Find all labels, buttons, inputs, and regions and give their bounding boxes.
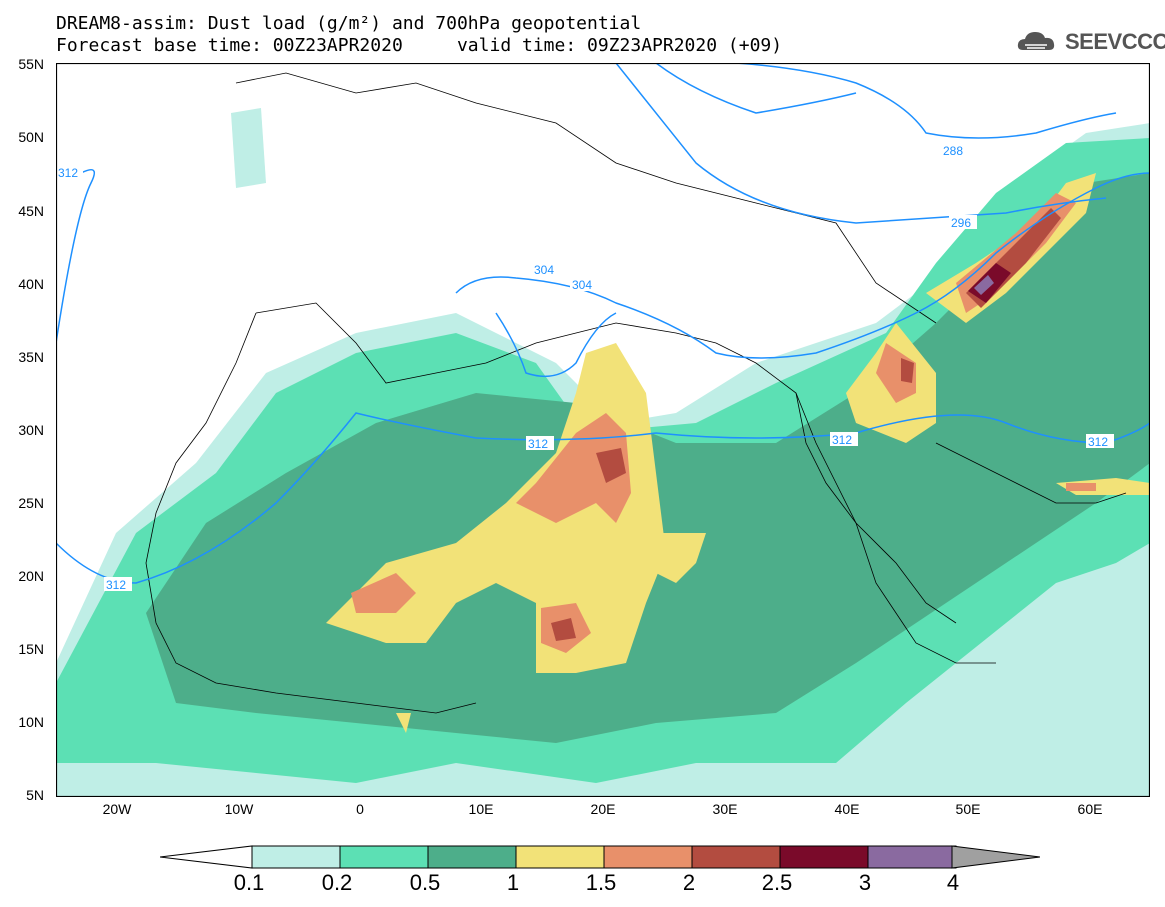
legend-tick: 0.5 [409,870,441,895]
legend-color-cell [779,845,869,869]
legend-tick: 1 [506,870,520,895]
contour-label: 288 [943,144,963,158]
legend-tick: 1.5 [585,870,617,895]
lon-label: 10W [224,801,254,817]
legend-tick: 3 [858,870,872,895]
map-subtitle: Forecast base time: 00Z23APR2020 valid t… [56,35,783,56]
legend-color-cell [427,845,517,869]
dust-band-3 [974,275,994,295]
map-border [56,63,1150,797]
map-title: DREAM8-assim: Dust load (g/m²) and 700hP… [56,13,642,34]
lat-label: 40N [18,276,44,292]
legend-color-cell [691,845,781,869]
legend-arrow-right [951,845,1040,869]
lat-label: 5N [26,787,44,803]
cloud-icon [1017,32,1055,50]
legend-color-cell [515,845,605,869]
lon-label: 0 [356,801,364,817]
legend-tick: 0.1 [233,870,265,895]
lon-label: 20E [590,801,616,817]
legend-tick: 2 [682,870,696,895]
contour-label: 304 [534,263,554,277]
lat-label: 10N [18,714,44,730]
lat-label: 50N [18,129,44,145]
contour-label: 312 [58,166,78,180]
lat-label: 15N [18,641,44,657]
lat-label: 25N [18,495,44,511]
legend-arrow-left [160,845,253,869]
contour-label: 296 [951,216,971,230]
contour-label: 312 [106,578,126,592]
lon-label: 60E [1077,801,1103,817]
legend-color-cell [603,845,693,869]
lon-label: 50E [955,801,981,817]
lon-label: 40E [834,801,860,817]
lat-label: 45N [18,203,44,219]
color-legend [160,845,1040,869]
lon-label: 10E [468,801,494,817]
lat-label: 30N [18,422,44,438]
lon-label: 20W [102,801,132,817]
contour-labels: 312 288 296 304 304 312 312 312 312 [57,143,1114,592]
contour-label: 304 [572,278,592,292]
legend-tick: 0.2 [321,870,353,895]
lat-label: 55N [18,56,44,72]
legend-tick: 2.5 [761,870,793,895]
legend-tick: 4 [946,870,960,895]
contour-label: 312 [528,437,548,451]
legend-color-cell [251,845,341,869]
logo-text: SEEVCCC [1065,29,1165,54]
coastlines [145,72,1127,714]
dust-load-map: 312 288 296 304 304 312 312 312 312 [56,63,1150,797]
lat-label: 20N [18,568,44,584]
contour-label: 312 [832,433,852,447]
geopotential-contours [56,63,1150,584]
seevccc-logo: SEEVCCC [1015,26,1165,58]
contour-label: 312 [1088,435,1108,449]
legend-color-cell [339,845,429,869]
legend-color-cell [867,845,957,869]
lon-label: 30E [712,801,738,817]
lat-label: 35N [18,349,44,365]
